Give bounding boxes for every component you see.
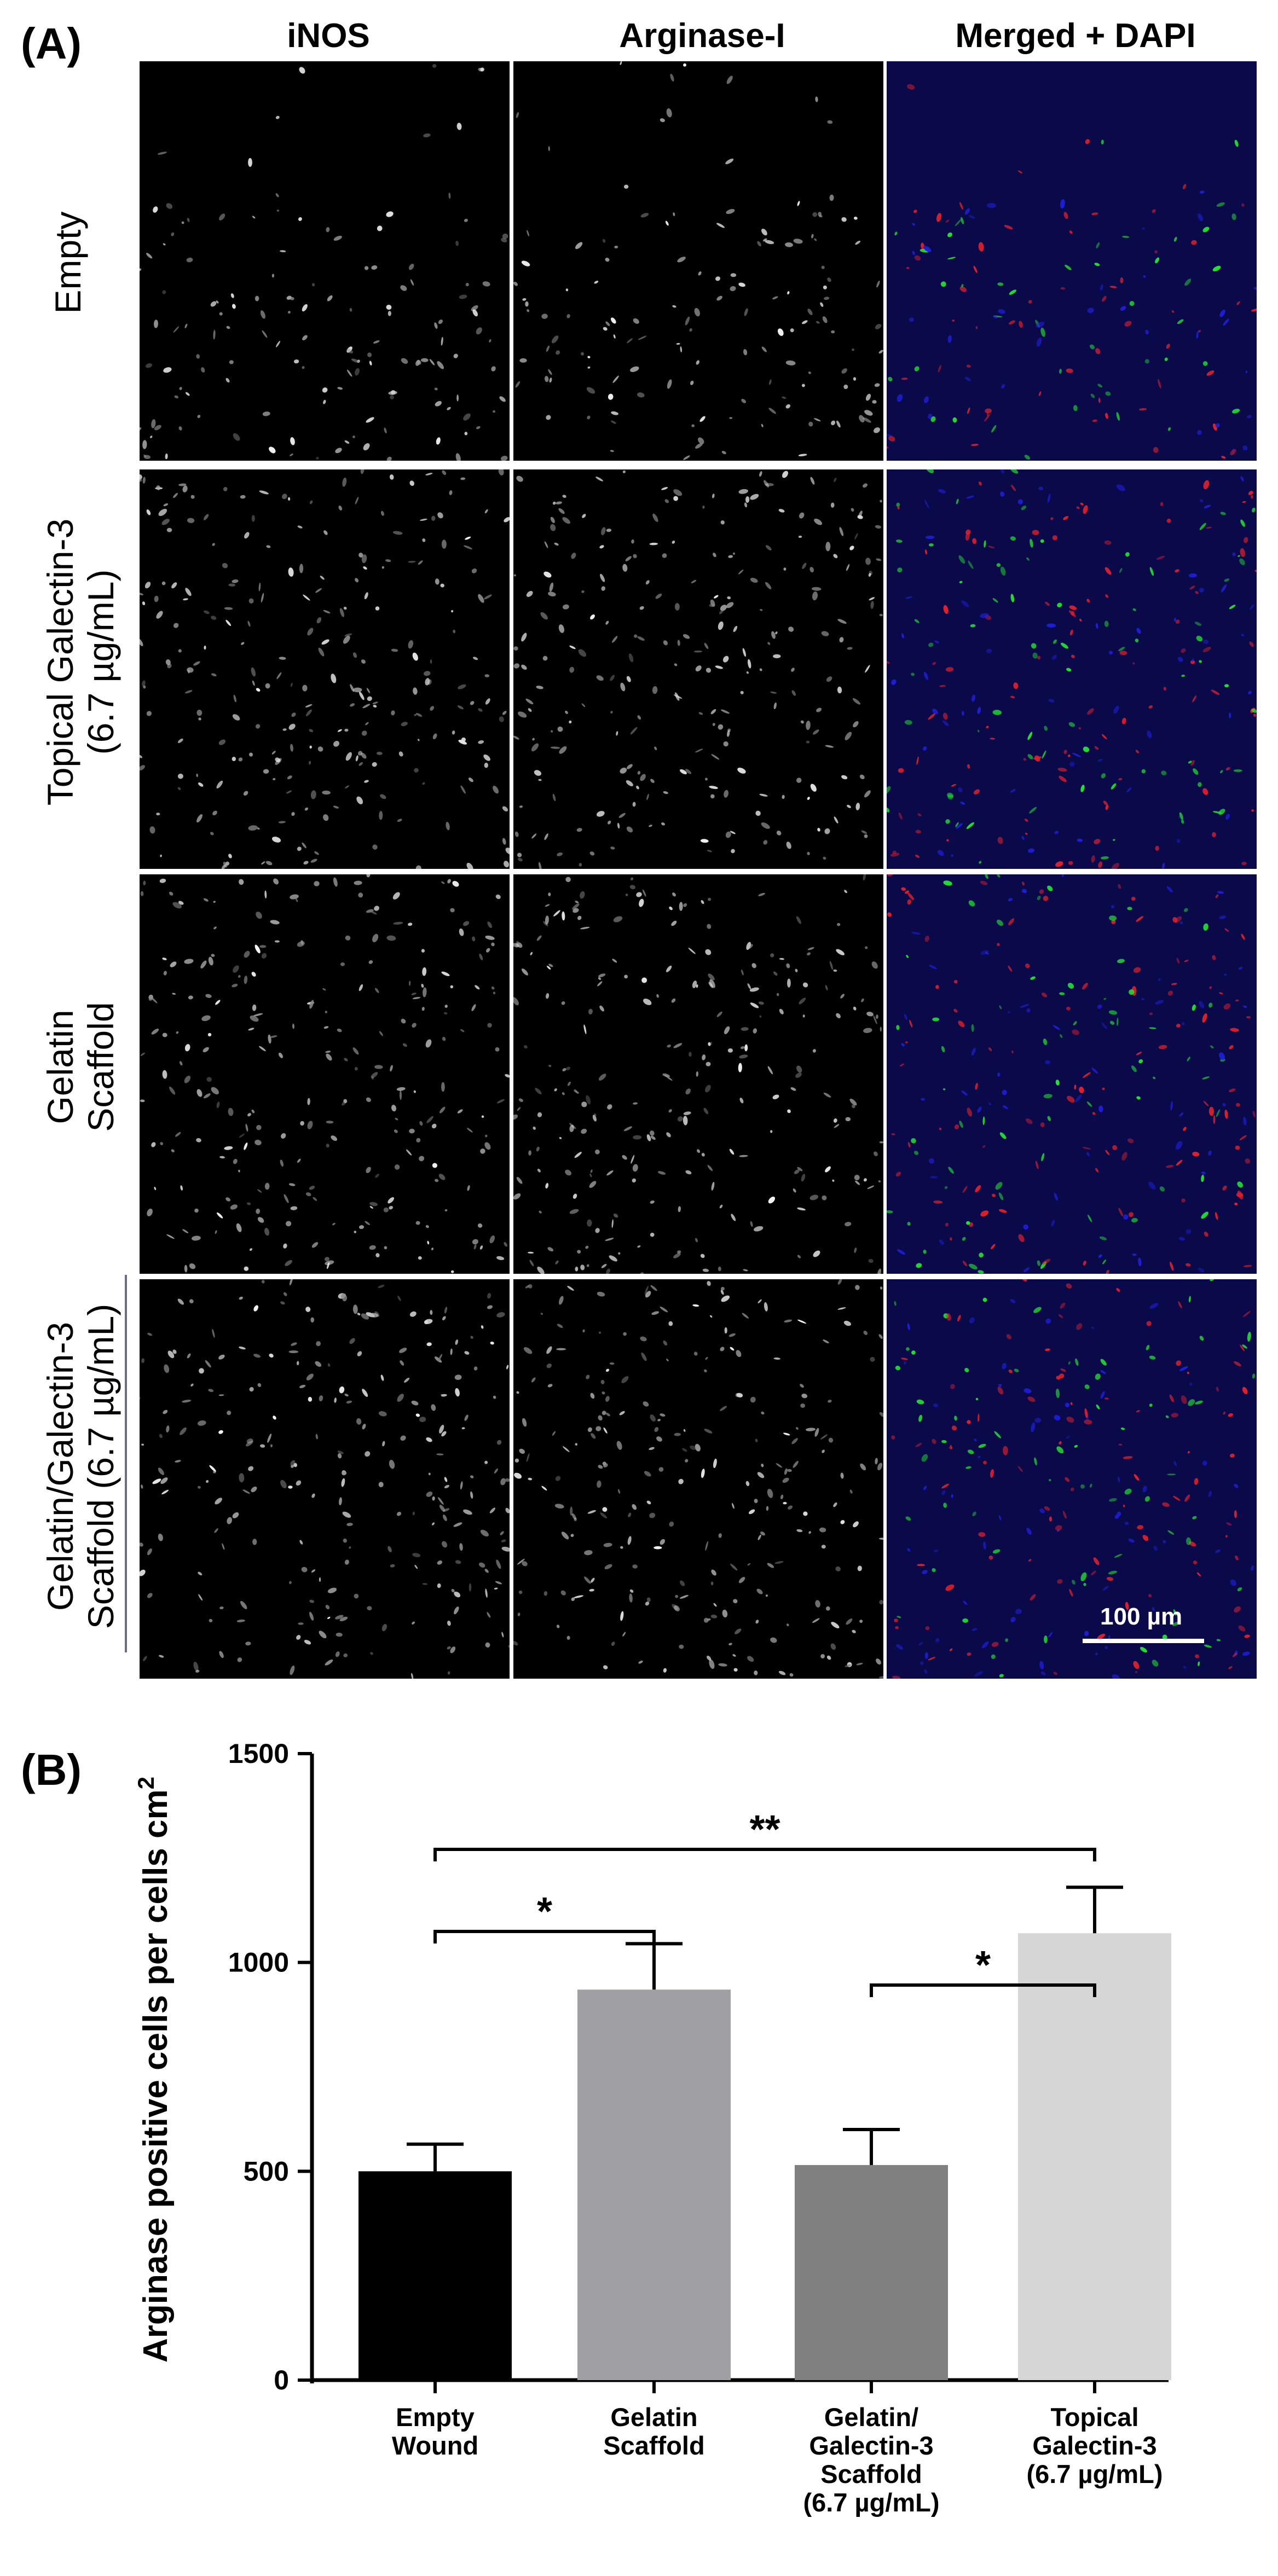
y-tick-label: 1000 [228, 1947, 289, 1978]
x-category-label: Galectin-3 [1032, 2431, 1156, 2460]
x-category-label: Empty [396, 2403, 475, 2432]
micrograph-empty-inos [140, 61, 510, 461]
row-label-gelatin-scaffold: Gelatin Scaffold [40, 1002, 121, 1132]
bar [577, 1989, 731, 2380]
x-category-label: Scaffold [820, 2459, 922, 2488]
row-label-gelatin-galectin-scaffold: Gelatin/Galectin-3 Scaffold (6.7 µg/mL) [40, 1303, 121, 1629]
x-category-label: Topical [1050, 2403, 1138, 2432]
significance-label: * [537, 1890, 552, 1934]
row-label-empty: Empty [48, 211, 89, 314]
panel-b-label: (B) [21, 1745, 82, 1794]
micrograph-gelatin-galectin-scaffold-inos [140, 1279, 510, 1679]
significance-label: * [975, 1943, 991, 1987]
micrograph-gelatin-scaffold-inos [140, 874, 510, 1274]
micrograph-topical-galectin-arginase [513, 469, 883, 869]
y-axis-label: Arginase positive cells per cells cm2 [133, 1777, 175, 2363]
bar [358, 2171, 512, 2380]
micrograph-gelatin-galectin-scaffold-arginase [513, 1279, 883, 1679]
y-axis-label-superscript: 2 [133, 1777, 159, 1789]
x-category-label: Scaffold [603, 2431, 704, 2460]
micrograph-gelatin-scaffold-merged [887, 874, 1257, 1274]
scale-bar [1083, 1639, 1204, 1643]
scale-bar-label: 100 µm [1100, 1603, 1183, 1630]
x-category-label: Gelatin [610, 2403, 697, 2432]
micrograph-gelatin-galectin-scaffold-merged [887, 1279, 1257, 1679]
micrograph-empty-merged [887, 61, 1257, 461]
column-header-merged: Merged + DAPI [955, 17, 1196, 55]
bar [1018, 1933, 1171, 2380]
panel-a-label: (A) [21, 19, 82, 68]
row-label-topical-galectin: Topical Galectin-3 (6.7 µg/mL) [40, 518, 121, 806]
x-category-label: Wound [392, 2431, 478, 2460]
micrograph-empty-arginase [513, 61, 883, 461]
y-tick-label: 500 [244, 2156, 289, 2186]
micrograph-topical-galectin-inos [140, 469, 510, 869]
arginase-bar-chart: 0 500 1000 1500 Arginase positive cells per … [133, 1740, 1171, 2517]
x-category-label: Galectin-3 [809, 2431, 933, 2460]
x-category-label: (6.7 µg/mL) [803, 2488, 939, 2517]
bar [795, 2165, 948, 2380]
micrograph-topical-galectin-merged [887, 469, 1257, 869]
column-header-inos: iNOS [287, 17, 370, 55]
y-tick-label: 0 [274, 2365, 289, 2395]
x-category-label: Gelatin/ [824, 2403, 918, 2432]
significance-label: ** [749, 1808, 780, 1852]
x-category-label: (6.7 µg/mL) [1026, 2459, 1163, 2488]
row-label-divider [125, 1275, 127, 1652]
column-header-arginase: Arginase-I [619, 17, 785, 55]
micrograph-gelatin-scaffold-arginase [513, 874, 883, 1274]
y-tick-label: 1500 [228, 1740, 289, 1769]
